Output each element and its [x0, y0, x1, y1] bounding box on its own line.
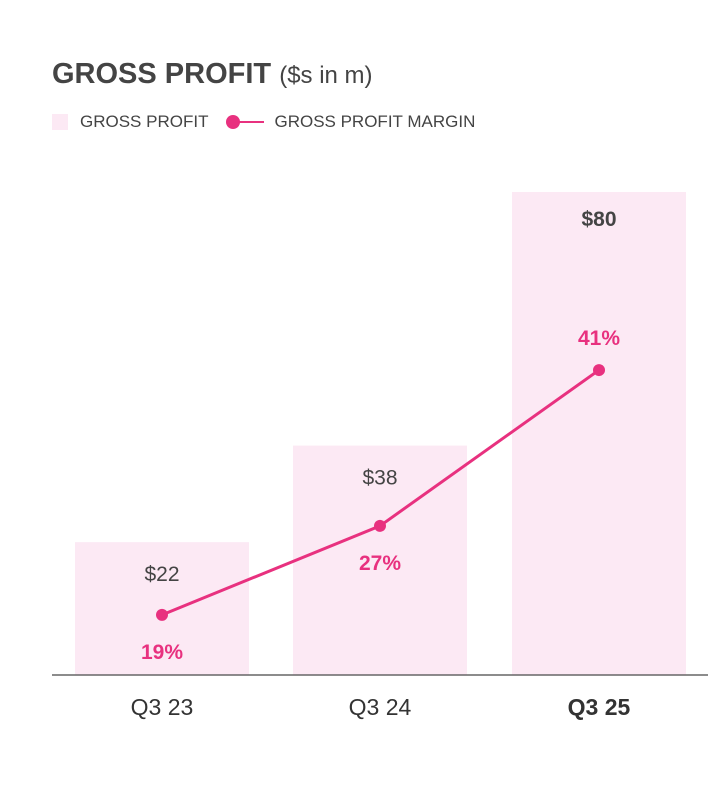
margin-point: [593, 364, 605, 377]
chart-subtitle: ($s in m): [279, 62, 373, 89]
x-tick-label: Q3 23: [131, 694, 194, 720]
bar: [512, 192, 686, 675]
bar-value-label: $80: [581, 208, 616, 231]
bar-value-label: $22: [144, 563, 179, 586]
bar-value-label: $38: [362, 467, 397, 490]
x-tick-label: Q3 24: [349, 694, 412, 720]
margin-value-label: 41%: [578, 327, 620, 350]
legend: GROSS PROFIT GROSS PROFIT MARGIN: [52, 112, 475, 132]
legend-swatch-line: [226, 114, 265, 130]
margin-value-label: 19%: [141, 641, 183, 664]
legend-label-line: GROSS PROFIT MARGIN: [274, 112, 476, 131]
margin-point: [374, 519, 386, 532]
chart-title: GROSS PROFIT ($s in m): [52, 58, 373, 90]
legend-swatch-bar: [52, 114, 68, 130]
legend-label-bar: GROSS PROFIT: [80, 112, 209, 131]
x-tick-label: Q3 25: [568, 694, 631, 720]
margin-value-label: 27%: [359, 552, 401, 575]
margin-point: [156, 608, 168, 621]
bar: [75, 542, 249, 675]
